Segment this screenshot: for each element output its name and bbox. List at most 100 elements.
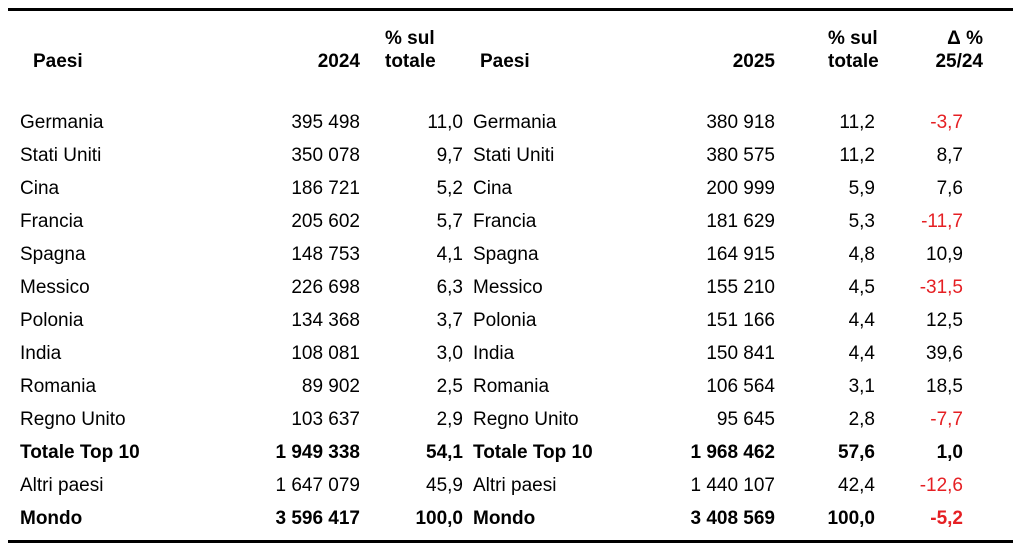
value-2024: 1 647 079	[275, 475, 360, 496]
country-name-2025: Regno Unito	[473, 409, 579, 430]
pct-total-2025: 4,8	[848, 244, 875, 265]
pct-total-2024: 4,1	[436, 244, 463, 265]
value-2025: 200 999	[706, 178, 775, 199]
value-2025: 95 645	[716, 409, 775, 430]
value-2025: 106 564	[706, 376, 775, 397]
country-name-2024: Cina	[20, 178, 60, 199]
pct-total-2024: 5,2	[436, 178, 463, 199]
value-2025: 164 915	[706, 244, 775, 265]
table-row: Stati Uniti 350 078 9,7 Stati Uniti 380 …	[8, 139, 1013, 172]
pct-total-2025: 57,6	[838, 442, 875, 463]
header-delta-line2: 25/24	[935, 51, 983, 72]
delta-pct-value: -5,2	[930, 508, 963, 529]
header-year-2025: 2025	[732, 51, 775, 72]
table-row: Romania 89 902 2,5 Romania 106 564 3,1 1…	[8, 370, 1013, 403]
pct-total-2024: 11,0	[427, 112, 463, 133]
header-paesi-2024: Paesi	[33, 51, 83, 72]
header-year-2024: 2024	[317, 51, 360, 72]
country-name-2025: Stati Uniti	[473, 145, 555, 166]
table-row: India 108 081 3,0 India 150 841 4,4 39,6	[8, 337, 1013, 370]
header-paesi-2025: Paesi	[480, 51, 530, 72]
value-2025: 181 629	[706, 211, 775, 232]
delta-pct-value: 7,6	[936, 178, 963, 199]
value-2024: 226 698	[291, 277, 360, 298]
country-name-2025: Totale Top 10	[473, 442, 593, 463]
pct-total-2025: 4,5	[848, 277, 875, 298]
country-name-2024: India	[20, 343, 62, 364]
delta-symbol: Δ %	[947, 28, 983, 49]
value-2025: 155 210	[706, 277, 775, 298]
pct-total-2024: 6,3	[436, 277, 463, 298]
delta-pct-value: 10,9	[926, 244, 963, 265]
country-name-2024: Romania	[20, 376, 97, 397]
value-2024: 350 078	[291, 145, 360, 166]
delta-pct-value: 1,0	[936, 442, 963, 463]
value-2025: 150 841	[706, 343, 775, 364]
value-2024: 103 637	[291, 409, 360, 430]
header-pct-line1: % sul	[385, 28, 435, 49]
table-row: Polonia 134 368 3,7 Polonia 151 166 4,4 …	[8, 304, 1013, 337]
value-2024: 395 498	[291, 112, 360, 133]
country-name-2024: Mondo	[20, 508, 83, 529]
value-2024: 3 596 417	[275, 508, 360, 529]
delta-pct-value: 8,7	[936, 145, 963, 166]
delta-pct-value: 39,6	[926, 343, 963, 364]
delta-pct-value: 12,5	[926, 310, 963, 331]
country-name-2025: Messico	[473, 277, 543, 298]
country-comparison-table: Paesi 2024 % sul totale Paesi 2025 % sul t…	[8, 8, 1013, 543]
delta-pct-value: 18,5	[926, 376, 963, 397]
pct-total-2024: 100,0	[415, 508, 463, 529]
country-name-2024: Francia	[20, 211, 84, 232]
country-name-2025: Mondo	[473, 508, 536, 529]
pct-total-2024: 5,7	[436, 211, 463, 232]
pct-total-2025: 11,2	[839, 112, 875, 133]
table-row: Spagna 148 753 4,1 Spagna 164 915 4,8 10…	[8, 238, 1013, 271]
value-2025: 1 440 107	[690, 475, 775, 496]
country-name-2025: Germania	[473, 112, 557, 133]
table-row: Francia 205 602 5,7 Francia 181 629 5,3 …	[8, 205, 1013, 238]
country-name-2024: Polonia	[20, 310, 84, 331]
country-name-2024: Messico	[20, 277, 90, 298]
table-body: Germania 395 498 11,0 Germania 380 918 1…	[8, 82, 1013, 542]
country-name-2025: Cina	[473, 178, 513, 199]
value-2024: 108 081	[291, 343, 360, 364]
value-2025: 380 575	[706, 145, 775, 166]
pct-total-2024: 3,0	[436, 343, 463, 364]
country-name-2025: Polonia	[473, 310, 537, 331]
pct-total-2024: 3,7	[436, 310, 463, 331]
table-row: Altri paesi 1 647 079 45,9 Altri paesi 1…	[8, 469, 1013, 502]
table-row: Totale Top 10 1 949 338 54,1 Totale Top …	[8, 436, 1013, 469]
header-pct-line1: % sul	[828, 28, 878, 49]
pct-total-2025: 3,1	[848, 376, 875, 397]
value-2025: 1 968 462	[690, 442, 775, 463]
pct-total-2024: 54,1	[426, 442, 463, 463]
pct-total-2024: 2,9	[436, 409, 463, 430]
header-pct-2024: % sul totale	[365, 10, 465, 83]
country-name-2024: Altri paesi	[20, 475, 104, 496]
country-name-2024: Regno Unito	[20, 409, 126, 430]
value-2025: 151 166	[706, 310, 775, 331]
delta-pct-value: -7,7	[930, 409, 963, 430]
country-name-2024: Spagna	[20, 244, 86, 265]
value-2024: 134 368	[291, 310, 360, 331]
country-name-2025: India	[473, 343, 515, 364]
table-row: Cina 186 721 5,2 Cina 200 999 5,9 7,6	[8, 172, 1013, 205]
value-2024: 1 949 338	[275, 442, 360, 463]
header-pct-2025: % sul totale	[780, 10, 880, 83]
pct-total-2025: 5,9	[848, 178, 875, 199]
pct-total-2024: 45,9	[426, 475, 463, 496]
delta-pct-value: -11,7	[921, 211, 963, 232]
value-2024: 89 902	[301, 376, 360, 397]
value-2024: 186 721	[291, 178, 360, 199]
country-name-2025: Romania	[473, 376, 550, 397]
table-row: Regno Unito 103 637 2,9 Regno Unito 95 6…	[8, 403, 1013, 436]
table-row: Mondo 3 596 417 100,0 Mondo 3 408 569 10…	[8, 502, 1013, 542]
value-2025: 3 408 569	[690, 508, 775, 529]
table-row: Messico 226 698 6,3 Messico 155 210 4,5 …	[8, 271, 1013, 304]
value-2025: 380 918	[706, 112, 775, 133]
pct-total-2025: 2,8	[848, 409, 875, 430]
table-header-row: Paesi 2024 % sul totale Paesi 2025 % sul t…	[8, 10, 1013, 83]
pct-total-2024: 2,5	[436, 376, 463, 397]
table-row: Germania 395 498 11,0 Germania 380 918 1…	[8, 82, 1013, 139]
country-name-2025: Altri paesi	[473, 475, 557, 496]
